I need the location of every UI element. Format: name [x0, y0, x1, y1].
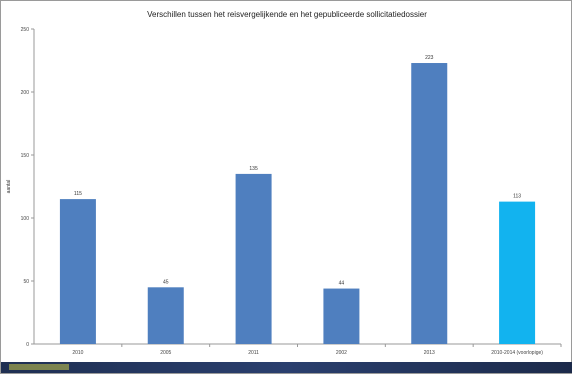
- x-tick-label: 2011: [248, 350, 259, 356]
- bottom-band-chip: [9, 364, 69, 370]
- data-label: 113: [513, 194, 521, 200]
- bar-2005: [147, 287, 184, 344]
- x-tick-label: 2010: [72, 350, 83, 356]
- data-label: 115: [74, 191, 82, 197]
- bar-2011: [235, 173, 272, 344]
- data-label: 135: [249, 166, 258, 172]
- data-label: 45: [163, 279, 169, 285]
- chart-title: Verschillen tussen het reisvergelijkende…: [147, 10, 427, 19]
- x-tick-label: 2002: [336, 350, 347, 356]
- y-tick-label: 150: [21, 153, 30, 159]
- bar-2013: [411, 63, 448, 345]
- data-label: 44: [339, 281, 345, 287]
- x-tick-label: 2013: [424, 350, 435, 356]
- x-tick-label: 2005: [160, 350, 171, 356]
- y-tick-label: 250: [21, 27, 30, 33]
- y-tick-label: 0: [26, 342, 29, 348]
- x-tick-label: 2010-2014 (voorlopige): [491, 350, 543, 356]
- y-axis-title: aantal: [6, 180, 12, 194]
- y-tick-label: 100: [21, 216, 30, 222]
- y-tick-label: 200: [21, 90, 30, 96]
- y-tick-label: 50: [23, 279, 29, 285]
- bottom-band: [1, 362, 572, 373]
- bar-2002: [323, 288, 360, 344]
- bar-2010: [59, 199, 96, 344]
- bar-2010-2014 (voorlopige): [499, 201, 536, 344]
- data-label: 223: [425, 55, 434, 61]
